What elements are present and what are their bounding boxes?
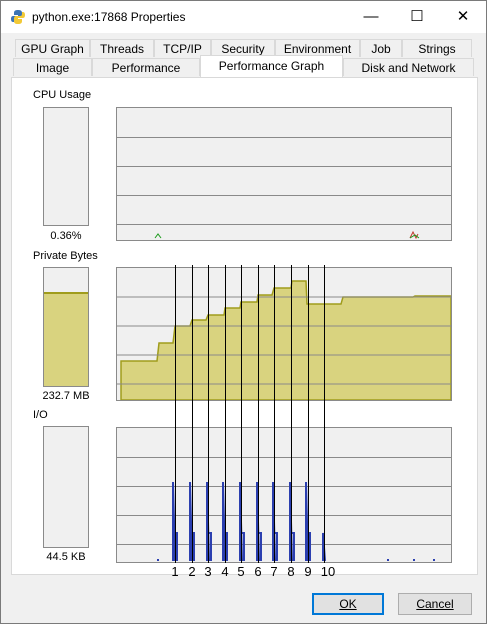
tab-strip: GPU Graph Threads TCP/IP Security Enviro… (1, 33, 486, 77)
tab-gpu-graph[interactable]: GPU Graph (15, 39, 90, 57)
tab-performance[interactable]: Performance (92, 58, 200, 76)
gridline (117, 457, 451, 458)
tab-performance-graph[interactable]: Performance Graph (200, 55, 343, 77)
annotation-line (308, 265, 309, 563)
io-value: 44.5 KB (46, 551, 86, 563)
annotation-number: 10 (320, 564, 336, 579)
cpu-meter (43, 107, 89, 226)
gridline (117, 195, 451, 196)
tab-threads[interactable]: Threads (90, 39, 154, 57)
window-title: python.exe:17868 Properties (32, 10, 186, 24)
python-icon (11, 10, 25, 24)
annotation-line (192, 265, 193, 563)
annotation-line (241, 265, 242, 563)
gridline (117, 166, 451, 167)
annotation-line (258, 265, 259, 563)
tab-job[interactable]: Job (360, 39, 402, 57)
ok-button-label: OK (339, 597, 357, 611)
tab-disk-and-network[interactable]: Disk and Network (343, 58, 474, 76)
annotation-number: 8 (287, 564, 295, 579)
cpu-value: 0.36% (50, 230, 82, 242)
annotation-number: 4 (221, 564, 229, 579)
maximize-button[interactable]: ☐ (410, 8, 424, 25)
cpu-usage-label: CPU Usage (33, 89, 92, 101)
annotation-number: 7 (270, 564, 278, 579)
cpu-graph-plot (154, 230, 420, 240)
cpu-graph (116, 107, 452, 241)
tab-image[interactable]: Image (13, 58, 92, 76)
annotation-number: 9 (304, 564, 312, 579)
performance-graph-panel: CPU Usage 0.36% Private Bytes 232.7 MB (11, 77, 478, 579)
private-bytes-graph (116, 267, 452, 401)
cancel-button[interactable]: Cancel (398, 593, 472, 615)
annotation-line (175, 265, 176, 563)
tab-environment[interactable]: Environment (275, 39, 360, 57)
tab-strings[interactable]: Strings (402, 39, 472, 57)
annotation-number: 6 (254, 564, 262, 579)
annotation-number: 2 (188, 564, 196, 579)
annotation-line (208, 265, 209, 563)
ok-button[interactable]: OK (312, 593, 384, 615)
private-bytes-label: Private Bytes (33, 250, 98, 262)
io-graph-plot (157, 481, 435, 562)
gridline (117, 544, 451, 545)
private-bytes-value: 232.7 MB (42, 390, 90, 402)
close-button[interactable]: ✕ (456, 8, 470, 25)
annotation-line (291, 265, 292, 563)
cancel-button-label: Cancel (416, 597, 454, 611)
tab-tcpip[interactable]: TCP/IP (154, 39, 211, 57)
tab-security[interactable]: Security (211, 39, 275, 57)
title-bar: python.exe:17868 Properties — ☐ ✕ (1, 1, 486, 33)
gridline (117, 486, 451, 487)
gridline (117, 515, 451, 516)
annotation-number: 3 (204, 564, 212, 579)
io-graph (116, 427, 452, 563)
annotation-number: 1 (171, 564, 179, 579)
private-bytes-plot (117, 280, 451, 400)
io-label: I/O (33, 409, 48, 421)
annotation-line (324, 265, 325, 563)
private-bytes-meter (43, 267, 89, 387)
io-meter (43, 426, 89, 548)
annotation-line (274, 265, 275, 563)
gridline (117, 137, 451, 138)
minimize-button[interactable]: — (363, 8, 379, 25)
annotation-number: 5 (237, 564, 245, 579)
gridline (117, 224, 451, 225)
annotation-line (225, 265, 226, 563)
private-bytes-meter-fill (44, 292, 88, 386)
